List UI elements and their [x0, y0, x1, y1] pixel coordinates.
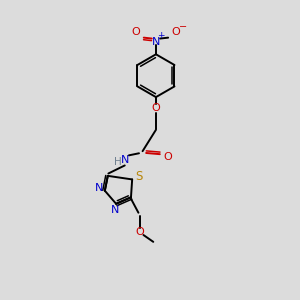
Text: N: N [95, 183, 103, 193]
Text: +: + [158, 31, 165, 40]
Text: N: N [152, 37, 160, 47]
Text: N: N [110, 205, 119, 215]
Text: H: H [114, 158, 122, 167]
Text: O: O [131, 27, 140, 37]
Text: −: − [179, 22, 188, 32]
Text: O: O [152, 103, 160, 113]
Text: O: O [164, 152, 172, 161]
Text: O: O [172, 27, 181, 37]
Text: N: N [121, 154, 130, 164]
Text: S: S [135, 170, 142, 183]
Text: O: O [136, 227, 144, 237]
